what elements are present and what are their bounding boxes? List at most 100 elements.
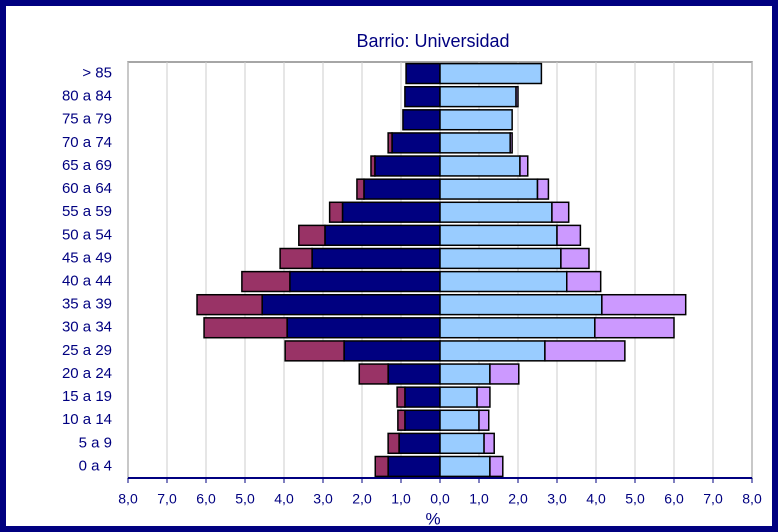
y-tick-label: 20 a 24: [62, 365, 112, 382]
y-tick-label: 45 a 49: [62, 249, 112, 266]
bar: [476, 386, 491, 408]
y-tick-label: 10 a 14: [62, 411, 112, 428]
bar: [404, 409, 441, 431]
bar: [478, 409, 490, 431]
x-tick-label: 7,0: [703, 491, 723, 507]
y-tick-label: 60 a 64: [62, 180, 112, 197]
bar: [387, 432, 400, 455]
y-tick-label: 30 a 34: [62, 319, 112, 336]
bar: [439, 317, 596, 339]
y-tick-label: 75 a 79: [62, 111, 112, 128]
x-tick-label: 4,0: [274, 491, 294, 507]
bar: [536, 178, 550, 200]
bar: [566, 270, 602, 293]
x-tick-label: 8,0: [742, 491, 762, 507]
bar: [311, 247, 441, 270]
x-tick-label: 5,0: [625, 491, 645, 507]
bar: [439, 270, 568, 293]
bar: [402, 109, 441, 131]
bar: [594, 317, 675, 339]
bar: [363, 178, 441, 200]
x-tick-label: 6,0: [664, 491, 684, 507]
bar: [439, 409, 480, 431]
x-tick-label: 8,0: [118, 491, 138, 507]
chart-title: Barrio: Universidad: [356, 31, 509, 51]
bar: [298, 224, 326, 247]
bar: [439, 386, 478, 408]
bar: [396, 386, 406, 408]
bar: [279, 247, 313, 270]
bar: [556, 224, 582, 247]
bar: [370, 155, 376, 177]
bar: [397, 409, 406, 431]
bar: [203, 317, 288, 339]
x-tick-label: 2,0: [508, 491, 528, 507]
bar: [289, 270, 441, 293]
y-tick-label: 15 a 19: [62, 388, 112, 405]
bar: [404, 386, 441, 408]
bar: [374, 155, 441, 177]
bar: [515, 85, 519, 108]
bar: [601, 293, 687, 316]
bar: [439, 62, 543, 85]
bar: [404, 85, 441, 108]
bar: [356, 178, 365, 200]
bar: [439, 432, 485, 455]
bar: [387, 455, 441, 478]
bar: [519, 155, 529, 177]
bar: [544, 340, 626, 362]
bar: [387, 132, 393, 154]
bar: [439, 85, 517, 108]
y-tick-label: 80 a 84: [62, 88, 112, 105]
x-tick-label: 5,0: [235, 491, 255, 507]
y-tick-label: 25 a 29: [62, 342, 112, 359]
bar: [439, 224, 558, 247]
x-tick-label: 4,0: [586, 491, 606, 507]
bar: [324, 224, 441, 247]
bar: [560, 247, 590, 270]
bar: [286, 317, 441, 339]
bar: [439, 178, 539, 200]
bar: [196, 293, 263, 316]
bar: [261, 293, 441, 316]
x-tick-label: 6,0: [196, 491, 216, 507]
bar: [341, 201, 441, 223]
x-tick-label: 3,0: [547, 491, 567, 507]
bar: [343, 340, 441, 362]
y-tick-label: 65 a 69: [62, 157, 112, 174]
bar: [439, 455, 491, 478]
x-tick-label: 7,0: [157, 491, 177, 507]
x-axis-label: %: [425, 509, 440, 528]
bar: [398, 432, 441, 455]
bar: [241, 270, 291, 293]
y-tick-label: 50 a 54: [62, 226, 112, 243]
bar: [483, 432, 495, 455]
bar: [284, 340, 345, 362]
bar: [387, 363, 441, 385]
x-tick-label: 1,0: [391, 491, 411, 507]
y-tick-label: > 85: [82, 65, 112, 82]
bar: [489, 455, 504, 478]
y-tick-label: 40 a 44: [62, 273, 112, 290]
y-tick-label: 70 a 74: [62, 134, 112, 151]
y-tick-label: 55 a 59: [62, 203, 112, 220]
bar: [358, 363, 389, 385]
bar: [439, 109, 513, 131]
bar: [328, 201, 344, 223]
bar: [489, 363, 520, 385]
bar: [439, 155, 521, 177]
bar: [439, 363, 491, 385]
bar: [439, 132, 511, 154]
bar: [439, 201, 553, 223]
y-tick-label: 35 a 39: [62, 296, 112, 313]
y-tick-label: 5 a 9: [79, 434, 112, 451]
x-tick-label: 3,0: [313, 491, 333, 507]
x-tick-label: 2,0: [352, 491, 372, 507]
bar: [439, 340, 546, 362]
y-tick-label: 0 a 4: [79, 457, 112, 474]
bar: [405, 62, 441, 85]
bar: [439, 293, 603, 316]
x-tick-label: 0,0: [430, 491, 450, 507]
bar: [551, 201, 570, 223]
